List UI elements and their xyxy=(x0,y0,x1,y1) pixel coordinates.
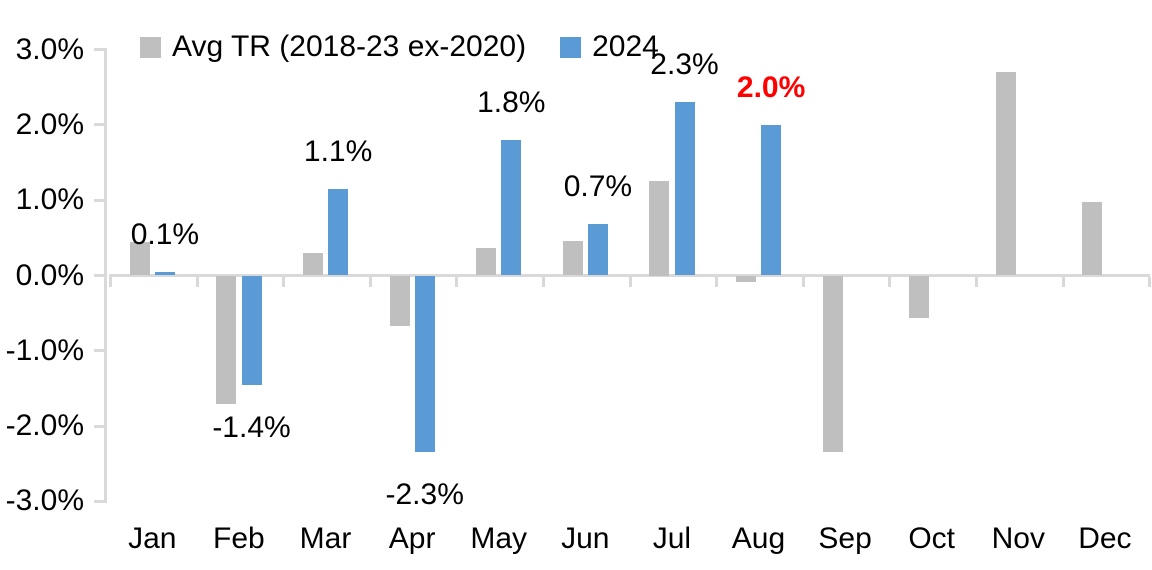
bar-avg-tr-oct xyxy=(909,275,930,319)
x-axis-tick xyxy=(975,276,978,287)
bar-avg-tr-may xyxy=(476,248,497,276)
x-axis-label-mar: Mar xyxy=(299,522,352,555)
bar-avg-tr-jul xyxy=(649,181,670,276)
data-label-apr: -2.3% xyxy=(385,478,464,512)
bar-avg-tr-sep xyxy=(822,275,843,453)
bar-avg-tr-dec xyxy=(1082,202,1103,276)
data-label-jan: 0.1% xyxy=(130,217,200,251)
bar-2024-jul xyxy=(674,102,695,276)
y-axis-tick xyxy=(94,424,107,428)
y-axis-tick xyxy=(94,198,107,202)
bar-avg-tr-apr xyxy=(389,275,410,326)
x-axis-label-aug: Aug xyxy=(731,522,786,555)
x-axis-label-feb: Feb xyxy=(213,522,265,555)
y-axis-tick-label: 1.0% xyxy=(15,183,84,217)
x-axis-tick xyxy=(368,276,372,287)
data-label-jul: 2.3% xyxy=(650,48,719,82)
y-axis-tick xyxy=(94,349,107,353)
x-axis-label-jan: Jan xyxy=(128,522,177,555)
y-axis-tick-label: 0.0% xyxy=(15,258,84,292)
x-axis-label-oct: Oct xyxy=(908,522,956,555)
data-label-feb: -1.4% xyxy=(212,410,291,444)
bar-2024-may xyxy=(501,139,522,276)
y-axis-tick-label: -3.0% xyxy=(5,484,84,518)
bar-avg-tr-feb xyxy=(216,275,237,404)
legend-swatch-avg-tr xyxy=(140,36,161,58)
x-axis-tick xyxy=(715,276,719,287)
x-axis-line xyxy=(109,274,1151,277)
bar-2024-jun xyxy=(587,224,608,276)
x-axis-label-jun: Jun xyxy=(561,522,610,555)
x-axis-tick xyxy=(542,276,545,287)
y-axis-tick xyxy=(94,123,107,127)
y-axis-tick xyxy=(94,274,107,277)
x-axis-tick xyxy=(628,276,632,287)
y-axis-tick-label: 2.0% xyxy=(15,107,84,141)
x-axis-tick xyxy=(801,276,805,287)
bar-2024-aug xyxy=(761,124,782,276)
x-axis-tick xyxy=(282,276,286,287)
bar-2024-jan xyxy=(154,271,175,276)
chart-legend: Avg TR (2018-23 ex-2020) 2024 xyxy=(140,30,659,64)
legend-label-2024: 2024 xyxy=(592,30,659,63)
x-axis-tick xyxy=(1061,276,1065,287)
bar-avg-tr-nov xyxy=(995,72,1016,276)
y-axis-tick-label: -2.0% xyxy=(5,409,84,443)
x-axis-tick xyxy=(1148,276,1152,287)
x-axis-label-may: May xyxy=(470,522,528,555)
x-axis-label-dec: Dec xyxy=(1078,522,1132,555)
bar-avg-tr-aug xyxy=(735,275,756,282)
data-label-may: 1.8% xyxy=(477,85,546,119)
data-label-jun: 0.7% xyxy=(563,170,633,204)
bar-2024-apr xyxy=(414,275,435,453)
y-axis-tick xyxy=(94,48,107,52)
bar-avg-tr-jun xyxy=(562,240,583,276)
y-axis-tick xyxy=(94,499,107,503)
y-axis-tick-label: 3.0% xyxy=(15,32,84,66)
legend-swatch-2024 xyxy=(560,36,582,58)
bar-avg-tr-mar xyxy=(302,252,323,276)
y-axis-tick-label: -1.0% xyxy=(5,333,84,367)
x-axis-tick xyxy=(109,276,112,287)
bar-avg-tr-jan xyxy=(129,241,150,276)
bar-2024-mar xyxy=(328,188,349,276)
x-axis-tick xyxy=(195,276,199,287)
bar-2024-feb xyxy=(241,275,262,385)
x-axis-label-nov: Nov xyxy=(991,522,1045,555)
x-axis-tick xyxy=(888,276,892,287)
data-label-aug: 2.0% xyxy=(736,70,806,104)
x-axis-label-jul: Jul xyxy=(652,522,692,555)
data-label-mar: 1.1% xyxy=(303,134,373,168)
x-axis-label-apr: Apr xyxy=(388,522,436,555)
legend-label-avg-tr: Avg TR (2018-23 ex-2020) xyxy=(172,30,527,63)
x-axis-tick xyxy=(455,276,459,287)
x-axis-label-sep: Sep xyxy=(818,522,872,555)
